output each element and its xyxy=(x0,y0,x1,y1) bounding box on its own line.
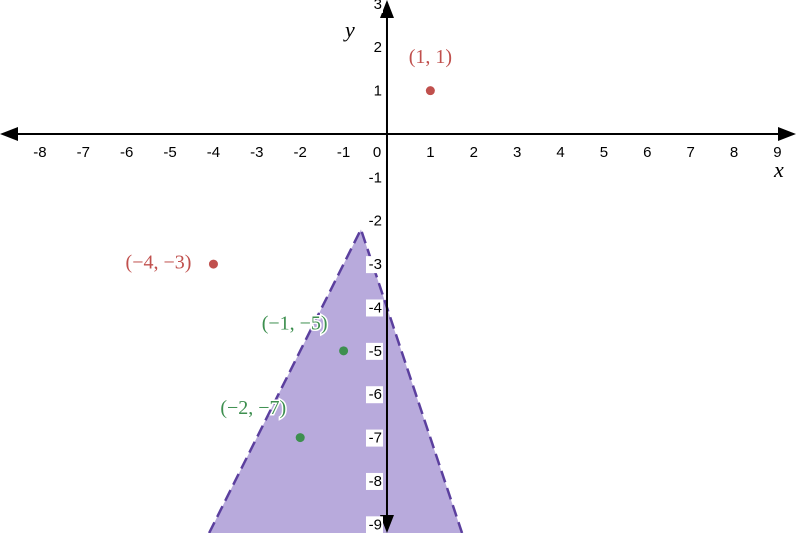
label-backing xyxy=(204,144,223,162)
x-tick-label: 6 xyxy=(643,144,651,161)
point xyxy=(208,259,218,269)
y-tick-label: -6 xyxy=(369,386,382,403)
x-tick-label: -3 xyxy=(250,144,263,161)
x-tick-label: 1 xyxy=(426,144,434,161)
label-backing xyxy=(74,144,93,162)
label-backing xyxy=(365,256,383,274)
x-tick-label: -4 xyxy=(207,144,220,161)
x-axis-label: x xyxy=(773,157,784,182)
point xyxy=(425,86,435,96)
point xyxy=(339,346,349,356)
y-tick-label: 1 xyxy=(374,83,382,100)
y-axis-arrow xyxy=(379,0,394,18)
x-tick-label: -7 xyxy=(77,144,90,161)
point-label: (1, 1) xyxy=(409,46,452,68)
point xyxy=(295,433,305,443)
y-axis-arrow xyxy=(379,515,394,533)
shaded-region xyxy=(209,229,463,533)
label-backing xyxy=(365,82,383,100)
label-backing xyxy=(117,144,136,162)
label-backing xyxy=(638,144,657,162)
label-backing xyxy=(768,144,787,162)
label-backing xyxy=(464,144,483,162)
x-tick-label: -1 xyxy=(337,144,350,161)
label-backing xyxy=(365,516,383,534)
label-backing xyxy=(365,472,383,490)
marks xyxy=(207,86,464,534)
label-backing xyxy=(421,144,440,162)
y-axis-label: y xyxy=(343,17,355,42)
label-backing xyxy=(247,144,266,162)
label-backing xyxy=(594,144,613,162)
x-tick-label: -8 xyxy=(33,144,46,161)
x-tick-label: 0 xyxy=(373,144,381,161)
x-tick-label: 9 xyxy=(773,144,781,161)
y-tick-label: -1 xyxy=(369,169,382,186)
label-backing xyxy=(551,144,570,162)
y-tick-label: -9 xyxy=(369,516,382,533)
x-tick-label: 4 xyxy=(556,144,564,161)
label-backing xyxy=(161,144,180,162)
label-backing xyxy=(30,144,49,162)
label-backing xyxy=(365,429,383,447)
x-axis-arrow xyxy=(778,127,796,142)
label-backing xyxy=(365,342,383,360)
label-backing xyxy=(508,144,527,162)
x-tick-label: 7 xyxy=(687,144,695,161)
y-tick-label: -7 xyxy=(369,430,382,447)
label-backing xyxy=(681,144,700,162)
point-label: (−2, −7) xyxy=(220,397,286,419)
x-tick-label: -2 xyxy=(294,144,307,161)
label-backing xyxy=(291,144,310,162)
y-tick-label: 3 xyxy=(374,0,382,13)
label-backing xyxy=(365,299,383,317)
label-backing xyxy=(367,144,386,162)
x-tick-label: 5 xyxy=(600,144,608,161)
x-tick-label: -5 xyxy=(163,144,176,161)
x-tick-label: 8 xyxy=(730,144,738,161)
region-boundary xyxy=(207,226,464,534)
x-tick-label: 2 xyxy=(470,144,478,161)
x-tick-label: 3 xyxy=(513,144,521,161)
label-backing xyxy=(725,144,744,162)
y-tick-label: -4 xyxy=(369,299,382,316)
label-backing xyxy=(365,212,383,230)
y-tick-label: -3 xyxy=(369,256,382,273)
y-tick-label: -2 xyxy=(369,213,382,230)
label-backing xyxy=(365,169,383,187)
label-backing xyxy=(365,0,383,13)
y-tick-label: -5 xyxy=(369,343,382,360)
x-tick-label: -6 xyxy=(120,144,133,161)
y-tick-label: -8 xyxy=(369,473,382,490)
label-backing xyxy=(365,386,383,404)
label-backing xyxy=(365,39,383,57)
labels: -8 -7 -6 -5 -4 -3 -2 -1 0 1 2 3 4 5 6 7 8 9 -9 -8 -7 -6 -5 -4 -3… xyxy=(30,0,787,534)
point-label: (−1, −5) xyxy=(262,312,328,334)
point-label: (−4, −3) xyxy=(126,252,192,274)
y-tick-label: 2 xyxy=(374,39,382,56)
label-backing xyxy=(334,144,353,162)
x-axis-arrow xyxy=(0,127,18,142)
